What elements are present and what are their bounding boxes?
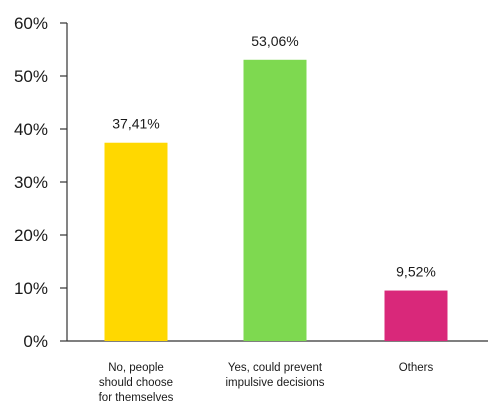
y-tick-label: 60% bbox=[14, 14, 48, 33]
bar bbox=[243, 59, 307, 341]
y-tick-label: 50% bbox=[14, 67, 48, 86]
data-label: 53,06% bbox=[251, 33, 298, 49]
bar bbox=[384, 290, 448, 341]
y-tick-label: 30% bbox=[14, 173, 48, 192]
category-label: should choose bbox=[99, 377, 173, 389]
data-label: 37,41% bbox=[112, 116, 159, 132]
labels: 37,41% No, people should choose for themsel… bbox=[99, 33, 436, 404]
y-tick-label: 0% bbox=[23, 332, 48, 351]
bars bbox=[104, 59, 448, 341]
bar bbox=[104, 142, 168, 341]
y-tick-label: 10% bbox=[14, 279, 48, 298]
category-label: Others bbox=[399, 362, 434, 374]
category-label: Yes, could prevent bbox=[228, 362, 323, 374]
category-label: for themselves bbox=[99, 392, 174, 404]
y-tick-label: 40% bbox=[14, 120, 48, 139]
data-label: 9,52% bbox=[396, 264, 436, 280]
category-label: No, people bbox=[108, 362, 164, 374]
category-label: impulsive decisions bbox=[225, 377, 324, 389]
y-tick-label: 20% bbox=[14, 226, 48, 245]
